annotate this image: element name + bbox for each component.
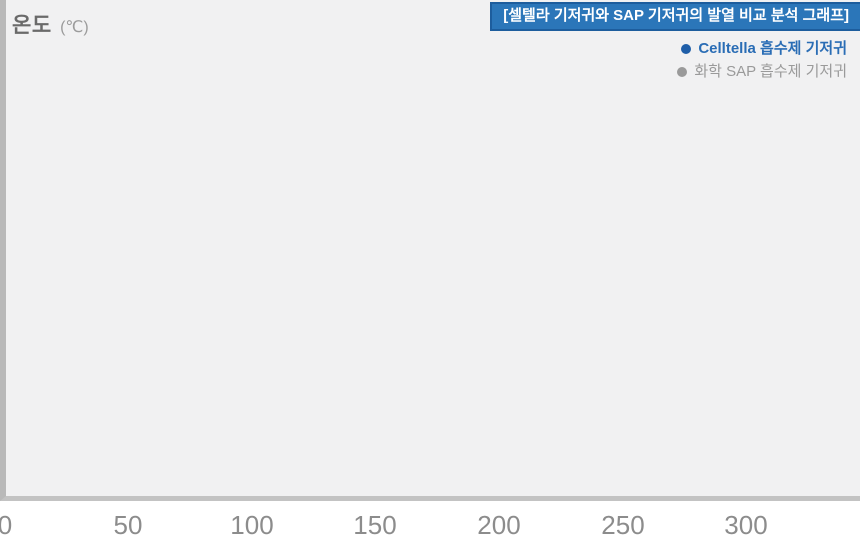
y-axis-label: 온도 (℃) [12, 9, 89, 39]
x-tick-100: 100 [230, 510, 274, 540]
legend-dot-sap-icon [677, 66, 688, 77]
x-axis-tick-strip: 0 50 100 150 200 250 300 [0, 501, 860, 560]
x-tick-300: 300 [724, 510, 768, 540]
plot-area [0, 0, 860, 501]
x-tick-150: 150 [353, 510, 397, 540]
legend-item-sap: 화학 SAP 흡수제 기저귀 [677, 62, 847, 81]
chart-title-text: [셀텔라 기저귀와 SAP 기저귀의 발열 비교 분석 그래프] [503, 7, 849, 24]
x-tick-200: 200 [477, 510, 521, 540]
x-tick-250: 250 [601, 510, 645, 540]
chart-title-banner: [셀텔라 기저귀와 SAP 기저귀의 발열 비교 분석 그래프] [490, 2, 860, 31]
legend-label-sap: 화학 SAP 흡수제 기저귀 [694, 63, 847, 80]
y-axis-title: 온도 [12, 14, 52, 37]
y-axis-unit: (℃) [60, 19, 89, 36]
x-tick-50: 50 [113, 510, 143, 540]
x-tick-0: 0 [0, 510, 13, 540]
legend-dot-celltella-icon [681, 43, 692, 54]
legend-label-celltella: Celltella 흡수제 기저귀 [698, 40, 847, 57]
legend: Celltella 흡수제 기저귀 화학 SAP 흡수제 기저귀 [677, 39, 847, 81]
legend-item-celltella: Celltella 흡수제 기저귀 [681, 39, 847, 58]
